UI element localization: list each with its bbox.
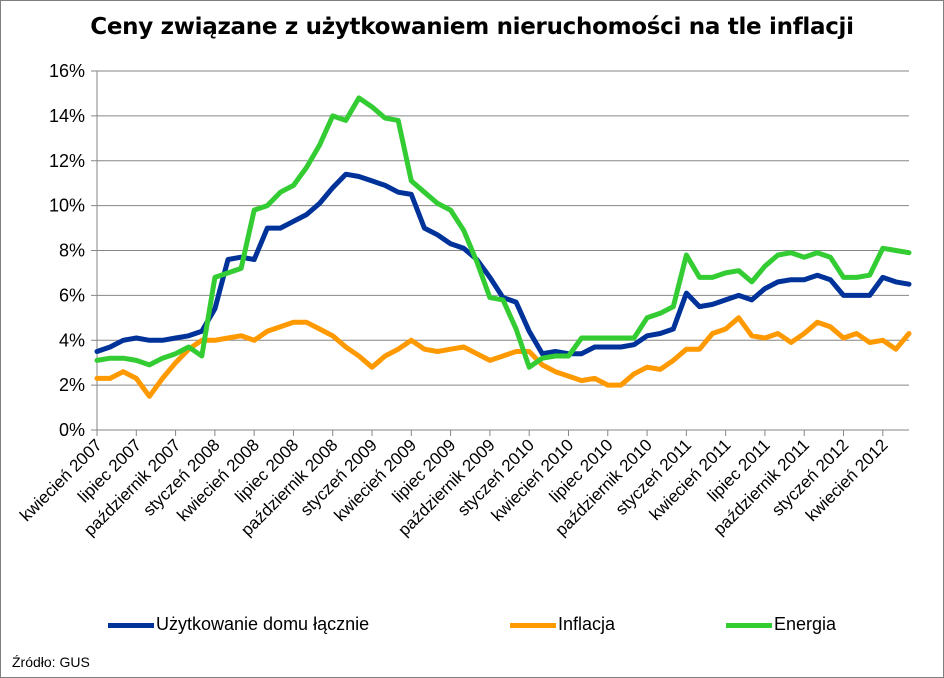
legend-swatch-inflacja	[510, 623, 556, 628]
y-tick-label: 10%	[49, 196, 85, 216]
y-tick-label: 12%	[49, 151, 85, 171]
plot-area: 0% 2% 4% 6% 8% 10% 12% 14% 16% kwiecień 2007lipi…	[16, 61, 912, 540]
y-tick-label: 4%	[59, 330, 85, 350]
chart-title: Ceny związane z użytkowaniem nieruchomoś…	[90, 14, 854, 40]
y-axis-ticks: 0% 2% 4% 6% 8% 10% 12% 14% 16%	[49, 61, 85, 440]
y-tick-label: 8%	[59, 241, 85, 261]
legend-label-inflacja: Inflacja	[558, 614, 616, 634]
y-tick-label: 0%	[59, 420, 85, 440]
legend-swatch-energia	[726, 623, 772, 628]
axes	[91, 70, 909, 436]
y-tick-label: 16%	[49, 61, 85, 81]
source-note: Źródło: GUS	[12, 654, 90, 670]
series-lines	[94, 95, 912, 399]
y-tick-label: 2%	[59, 375, 85, 395]
legend-label-uzytkowanie: Użytkowanie domu łącznie	[156, 614, 370, 634]
legend-swatch-uzytkowanie	[108, 623, 154, 628]
series-line-1	[94, 315, 912, 399]
series-line-0	[94, 171, 912, 357]
legend-label-energia: Energia	[774, 614, 837, 634]
y-tick-label: 14%	[49, 106, 85, 126]
series-line-2	[94, 95, 912, 370]
y-tick-label: 6%	[59, 285, 85, 305]
